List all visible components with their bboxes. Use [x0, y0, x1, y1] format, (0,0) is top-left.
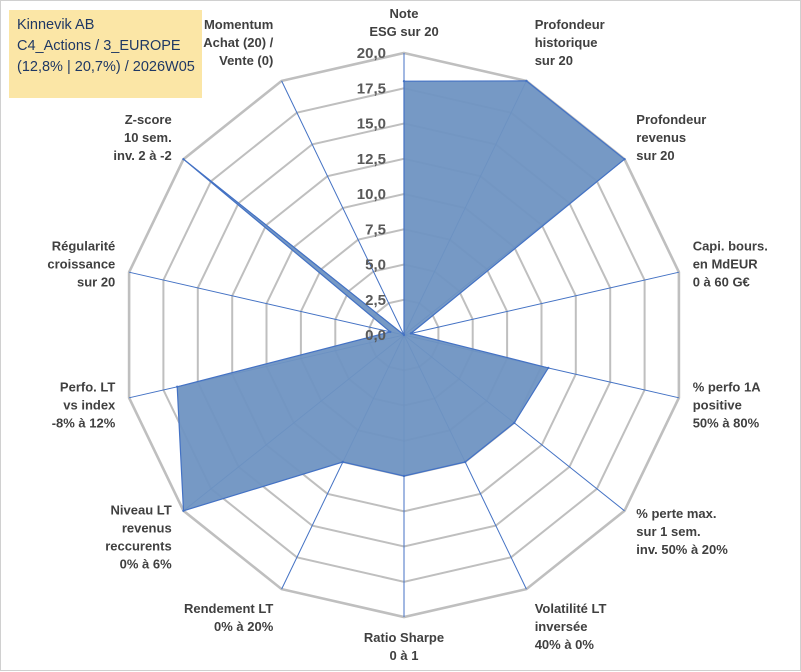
axis-label: Perfo. LT vs index -8% à 12%: [52, 379, 116, 430]
data-point: [182, 509, 185, 512]
tick-label: 15,0: [357, 116, 386, 133]
tick-label: 7,5: [365, 221, 386, 238]
portfolio-path: C4_Actions / 3_EUROPE: [17, 38, 181, 54]
axis-label: Z-score 10 sem. inv. 2 à -2: [113, 112, 171, 163]
tick-label: 12,5: [357, 151, 386, 168]
performance-period: (12,8% | 20,7%) / 2026W05: [17, 59, 195, 75]
data-point: [525, 79, 528, 83]
data-point: [389, 330, 392, 334]
axis-labels: Note ESG sur 20 Profondeur historique sur 20…: [47, 6, 767, 663]
axis-label: Régularité croissance sur 20: [47, 239, 115, 290]
data-point: [402, 80, 406, 83]
data-point: [341, 460, 344, 464]
axis-label: Capi. bours. en MdEUR 0 à 60 G€: [693, 239, 768, 290]
axis-label: Profondeur revenus sur 20: [636, 112, 706, 163]
axis-label: Rendement LT 0% à 20%: [184, 601, 274, 634]
axis-label: Niveau LT revenus reccurents 0% à 6%: [105, 502, 172, 571]
data-point: [547, 366, 550, 370]
tick-label: 10,0: [357, 186, 386, 203]
axis-label: Momentum Achat (20) / Vente (0): [203, 17, 273, 68]
axis-label: Note ESG sur 20: [369, 6, 438, 39]
axis-spoke: [281, 80, 405, 336]
data-point: [402, 333, 406, 337]
series-area: [176, 80, 626, 512]
axis-label: % perte max. sur 1 sem. inv. 50% à 20%: [636, 506, 728, 557]
data-point: [464, 460, 467, 464]
axis-label: % perfo 1A positive 50% à 80%: [693, 379, 762, 430]
axis-label: Volatilité LT inversée 40% à 0%: [535, 601, 607, 652]
company-name: Kinnevik AB: [17, 17, 95, 33]
data-point: [176, 385, 179, 388]
data-point: [623, 158, 626, 161]
data-point: [402, 474, 406, 478]
axis-label: Profondeur historique sur 20: [535, 17, 605, 68]
tick-label: 17,5: [357, 80, 386, 97]
data-point: [409, 332, 413, 335]
data-point: [182, 158, 185, 161]
radial-tick-labels: 0,0 2,5 5,0 7,5 10,0 12,5 15,0 17,5 20,0: [357, 45, 386, 344]
axis-label: Ratio Sharpe 0 à 1: [364, 630, 444, 663]
radar-series: [176, 79, 626, 512]
axis-spoke: [403, 271, 680, 336]
tick-label: 5,0: [365, 257, 386, 274]
data-point: [513, 421, 516, 425]
axis-spoke: [128, 271, 405, 336]
info-box: Kinnevik AB C4_Actions / 3_EUROPE (12,8%…: [9, 10, 202, 98]
tick-label: 20,0: [357, 45, 386, 62]
tick-label: 0,0: [365, 327, 386, 344]
tick-label: 2,5: [365, 292, 386, 309]
